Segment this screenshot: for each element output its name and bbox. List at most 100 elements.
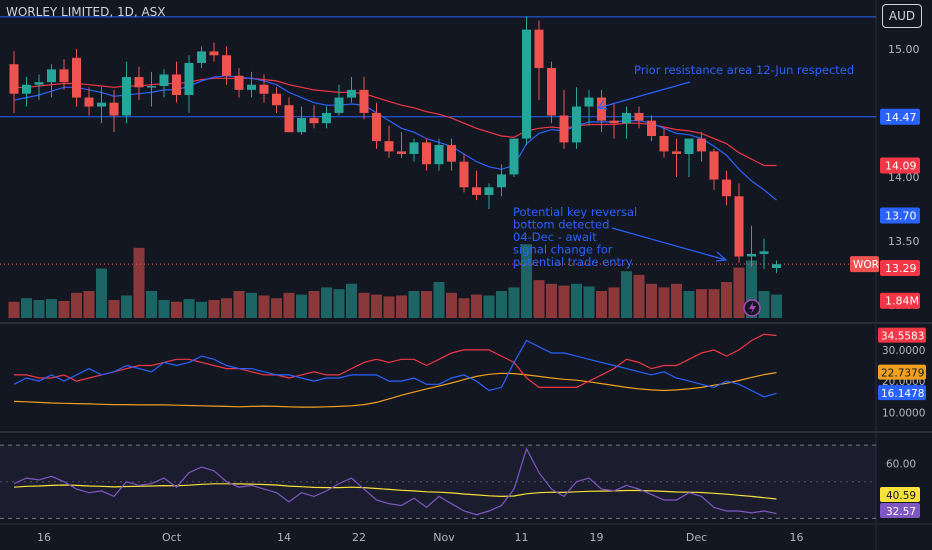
candle-body [672, 151, 681, 154]
annotation-reversal-line: 04-Dec - await [513, 230, 597, 244]
rsi-label: 40.59 [886, 490, 916, 502]
candle-body [359, 89, 369, 113]
volume-bar [58, 300, 70, 318]
adx-line [13, 372, 777, 408]
candle-body [284, 105, 294, 133]
volume-bar [746, 260, 757, 318]
candle-body [197, 51, 206, 63]
time-tick-label: 19 [590, 531, 604, 544]
candle-body [84, 97, 94, 107]
candle-body [434, 144, 444, 165]
time-tick-label: 22 [352, 531, 366, 544]
candle-body [534, 29, 544, 69]
candle-body [722, 179, 731, 197]
candle-body [334, 97, 344, 113]
candle-body [34, 82, 44, 85]
rsi-ma-line [13, 483, 777, 500]
volume-bar [196, 301, 207, 318]
dmi-label: 22.7379 [881, 368, 924, 380]
volume-bar [21, 298, 32, 318]
volume-bar [133, 247, 145, 318]
price-tick-label: 15.00 [888, 43, 920, 56]
candle-body [122, 77, 131, 116]
volume-bar [171, 301, 182, 318]
volume-bar [458, 298, 470, 318]
candle-body [9, 64, 19, 94]
candle-body [559, 115, 569, 143]
candle-body [622, 112, 631, 124]
annotation-arrow [611, 227, 727, 261]
candle-body [159, 74, 169, 87]
volume-bar [408, 291, 420, 318]
rsi-label: 32.57 [886, 506, 916, 518]
dmi-tick-label: 30.0000 [882, 345, 925, 357]
di-minus-line [13, 339, 777, 398]
volume-bar [533, 280, 545, 318]
candle-body [134, 77, 144, 88]
candle-body [759, 251, 769, 254]
volume-bar [708, 289, 720, 318]
volume-bar [258, 295, 270, 318]
volume-bar [308, 291, 320, 318]
candle-body [97, 102, 106, 107]
candle-body [459, 161, 469, 188]
volume-bar [146, 291, 157, 318]
price-label-box [880, 157, 920, 174]
symbol-tag: WOR [853, 259, 879, 271]
volume-bar [633, 274, 645, 318]
volume-bar [558, 285, 570, 318]
candle-body [409, 142, 419, 154]
volume-bar [608, 287, 620, 318]
time-tick-label: 16 [790, 531, 804, 544]
dmi-label: 16.1478 [881, 388, 924, 400]
rsi-label-box [880, 503, 920, 518]
candle-body [147, 86, 156, 88]
volume-bar [646, 283, 657, 318]
candle-body [659, 136, 669, 152]
price-label: 13.29 [885, 262, 917, 275]
candle-body [397, 151, 406, 154]
symbol-tag-box [850, 256, 879, 273]
candle-body [372, 112, 381, 142]
volume-bar [46, 299, 57, 318]
volume-bar [371, 294, 382, 318]
time-tick-label: 11 [515, 531, 529, 544]
volume-bar [83, 291, 95, 318]
candle-body [22, 84, 31, 94]
price-label: 14.09 [885, 159, 917, 172]
candle-body [347, 89, 356, 98]
candle-body [572, 106, 581, 143]
price-label-box [880, 292, 920, 309]
candle-body [72, 57, 81, 98]
rsi-label-box [880, 487, 920, 502]
price-label-box [880, 108, 920, 125]
candle-body [184, 62, 194, 95]
volume-bar [471, 294, 482, 318]
candle-body [297, 118, 306, 133]
candle-body [447, 144, 456, 162]
candle-body [509, 138, 519, 175]
time-tick-label: 14 [277, 531, 291, 544]
candle-body [747, 253, 756, 257]
candle-body [322, 112, 331, 124]
symbol-title: WORLEY LIMITED, 1D, ASX [6, 5, 166, 19]
volume-bar [496, 291, 507, 318]
candle-body [709, 151, 719, 180]
volume-bar [358, 292, 370, 318]
price-label: 14.47 [885, 111, 917, 124]
volume-bar [483, 295, 495, 318]
volume-bar [721, 282, 732, 318]
volume-bar [571, 283, 582, 318]
volume-bar [346, 283, 357, 318]
currency-button[interactable]: AUD [882, 4, 922, 28]
annotation-resistance: Prior resistance area 12-Jun respected [634, 63, 854, 77]
volume-bar [208, 300, 220, 318]
candle-body [247, 84, 256, 90]
di-plus-line [14, 333, 777, 388]
rsi-line [13, 447, 777, 516]
dmi-label: 34.5583 [881, 331, 924, 343]
price-label: 1.84M [885, 295, 919, 308]
annotation-reversal-line: bottom detected [513, 218, 609, 232]
volume-bar [758, 291, 770, 318]
